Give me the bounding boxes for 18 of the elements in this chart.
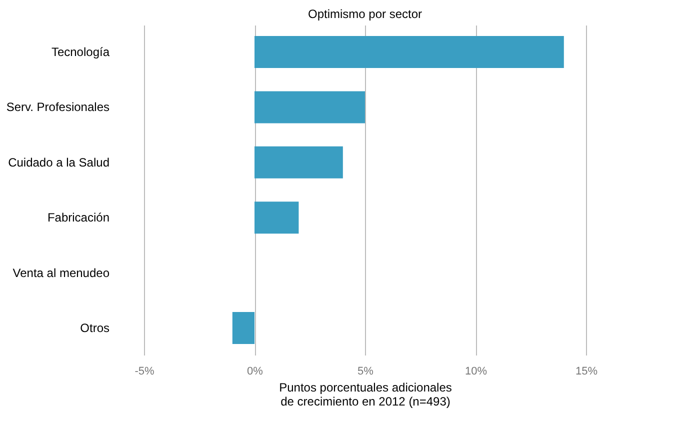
bar <box>254 202 299 234</box>
y-tick-label: Fabricación <box>47 210 110 225</box>
x-tick-label: 5% <box>358 366 374 378</box>
y-tick-label: Cuidado a la Salud <box>8 155 110 170</box>
y-tick-label: Serv. Profesionales <box>6 100 110 114</box>
y-tick-label: Otros <box>80 320 110 335</box>
x-axis-title: Puntos porcentuales adicionales de crecimiento en 2012 (n=493) <box>279 380 452 408</box>
x-tick-label: 10% <box>464 366 488 378</box>
x-tick-label: 15% <box>575 366 598 378</box>
bar <box>254 91 365 124</box>
bar <box>232 312 254 344</box>
bar <box>254 36 564 68</box>
bar <box>254 146 343 178</box>
chart-title: Optimismo por sector <box>308 7 422 21</box>
y-tick-label: Tecnología <box>51 45 110 60</box>
x-tick-label: 0% <box>247 366 264 378</box>
y-tick-label: Venta al menudeo <box>12 266 110 280</box>
x-tick-label: -5% <box>134 366 154 378</box>
